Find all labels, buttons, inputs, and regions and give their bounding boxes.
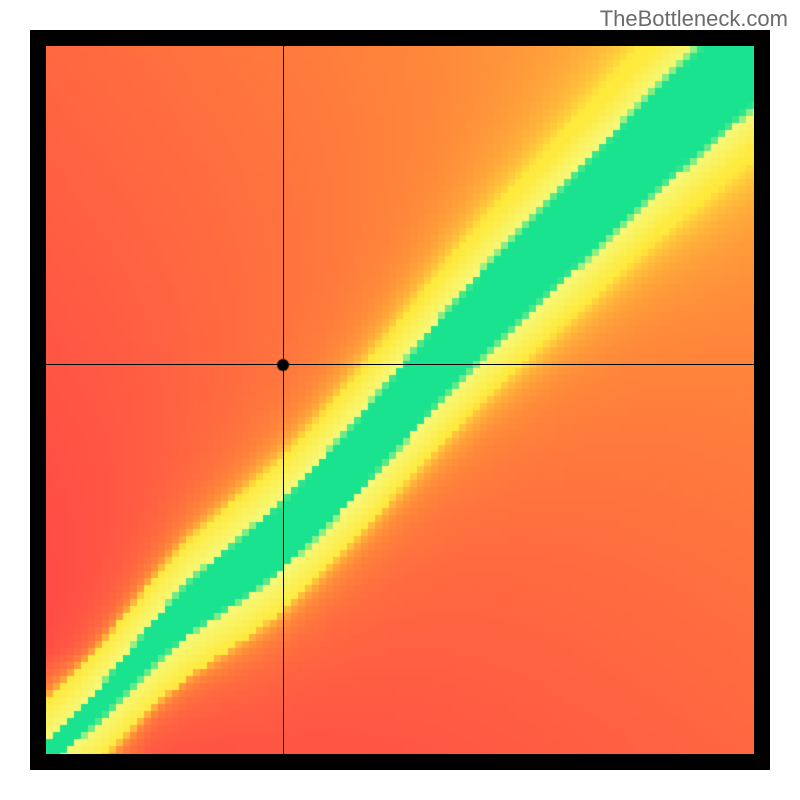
crosshair-dot	[276, 358, 290, 372]
watermark-text: TheBottleneck.com	[600, 6, 788, 32]
crosshair-vertical	[283, 46, 284, 754]
heatmap-canvas	[46, 46, 754, 754]
crosshair-horizontal	[46, 364, 754, 365]
chart-container: TheBottleneck.com	[0, 0, 800, 800]
